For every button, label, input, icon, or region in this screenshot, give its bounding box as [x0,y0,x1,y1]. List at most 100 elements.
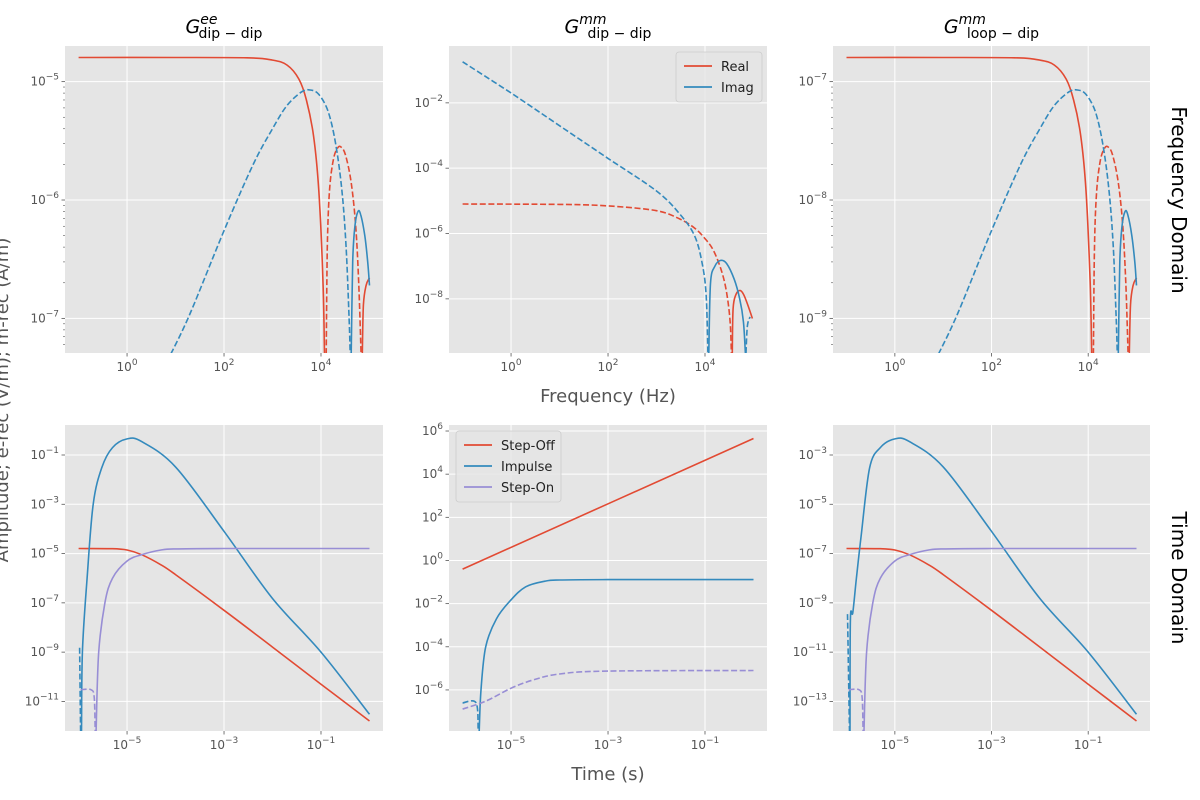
series-line-step-off-solid [846,547,1137,722]
y-tick-label: 10−5 [30,545,59,561]
y-tick-label: 104 [422,465,443,481]
series-line-step-off-solid [462,437,754,570]
y-tick-label: 10−7 [30,309,59,325]
series-line-real-solid [78,56,326,353]
series-line-step-off-solid [78,547,370,722]
legend-box [675,51,763,103]
x-tick-label: 104 [694,358,715,374]
series-line-impulse-dashed [462,700,479,731]
y-tick-label: 106 [422,422,443,438]
x-tick-label: 104 [1078,358,1099,374]
series-line-real-dashed [325,145,362,353]
x-tick-label: 10−3 [977,736,1006,752]
series-group [78,56,371,353]
y-tick-label: 10−7 [798,545,827,561]
series-line-imag-dashed [745,316,751,353]
x-tick-label: 10−3 [594,736,623,752]
subplot-bottom-right: 10−5 10−3 10−1 10−3 10−5 10−7 10−9 10−11 10−13 [793,425,1150,752]
legend: Step-Off Impulse Step-On [455,430,562,503]
series-line-impulse-solid [849,437,1138,731]
x-tick-label: 10−3 [210,736,239,752]
y-tick-label: 10−5 [798,495,827,511]
series-group [462,61,754,353]
y-tick-label: 10−8 [798,191,827,207]
x-tick-label: 10−1 [307,736,336,752]
x-tick-label: 10−5 [497,736,526,752]
row-label-time-domain: Time Domain [1167,511,1191,645]
x-tick-label: 102 [598,358,619,374]
series-line-step-on-dashed [848,688,864,731]
series-group [846,56,1138,353]
y-tick-label: 10−11 [793,643,827,659]
y-tick-label: 10−6 [30,191,59,207]
y-tick-label: 10−13 [793,692,827,708]
y-tick-label: 102 [422,508,443,524]
x-tick-label: 100 [501,358,522,374]
y-tick-label: 10−9 [798,594,827,610]
y-tick-label: 10−2 [414,595,443,611]
series-line-step-on-dashed [80,688,96,731]
x-tick-label: 100 [884,358,905,374]
x-tick-label: 10−1 [1074,736,1103,752]
legend-label-step-on: Step-On [501,481,554,496]
y-tick-label: 10−4 [414,159,443,175]
y-tick-label: 10−4 [414,638,443,654]
x-tick-label: 10−5 [113,736,142,752]
series-line-real-solid [361,277,371,353]
series-line-real-dashed [1092,145,1129,353]
y-tick-label: 10−3 [798,446,827,462]
y-tick-label: 10−3 [30,495,59,511]
y-tick-label: 10−6 [414,225,443,241]
x-tick-label: 102 [981,358,1002,374]
series-group [846,437,1138,731]
x-tick-label: 104 [310,358,331,374]
y-tick-label: 100 [422,551,443,567]
series-line-impulse-dashed [78,647,82,731]
y-tick-label: 10−2 [414,94,443,110]
series-line-impulse-solid [478,578,754,731]
series-line-step-on-dashed [462,669,754,710]
subplot-top-middle: 100 102 104 10−2 10−4 10−6 10−8 Gmm dip − dip Fre… [414,12,767,407]
series-line-real-dashed [462,203,733,353]
y-tick-label: 10−11 [25,692,59,708]
y-tick-label: 10−5 [30,73,59,89]
series-line-imag-dashed [938,88,1119,353]
subplot-title: Gee dip − dip [185,12,262,42]
legend-label-impulse: Impulse [501,460,552,475]
series-line-imag-solid [708,259,747,353]
series-line-step-on-solid [95,547,370,731]
series-line-imag-dashed [462,61,709,353]
subplot-title: Gmm dip − dip [564,12,651,42]
x-axis-label: Frequency (Hz) [540,386,676,407]
y-tick-label: 10−6 [414,681,443,697]
subplot-bottom-middle: 10−5 10−3 10−1 106 104 102 100 10−2 10−4 10−6 Time… [414,422,767,785]
row-label-frequency-domain: Frequency Domain [1167,106,1191,293]
y-tick-label: 10−9 [798,309,827,325]
subplot-top-right: 100 102 104 10−7 10−8 10−9 Gmm loop − dip [798,12,1150,374]
x-tick-label: 100 [117,358,138,374]
subplot-bottom-left: 10−5 10−3 10−1 10−1 10−3 10−5 10−7 10−9 10−11 [25,425,383,752]
series-line-real-solid [731,289,754,353]
series-line-real-solid [846,56,1093,353]
x-axis-label: Time (s) [570,764,644,785]
series-line-imag-dashed [170,88,351,353]
y-tick-label: 10−1 [30,446,59,462]
x-tick-label: 10−1 [691,736,720,752]
series-line-impulse-solid [80,437,371,731]
y-tick-label: 10−7 [798,73,827,89]
y-tick-label: 10−7 [30,594,59,610]
series-group [78,437,371,731]
shared-y-axis-label: Amplitude; e-rec (V/m); m-rec (A/m) [0,238,13,563]
series-line-step-on-solid [863,547,1137,731]
legend-box [455,430,562,503]
legend-label-real: Real [721,60,749,75]
legend: Real Imag [675,51,763,103]
x-tick-label: 102 [214,358,235,374]
legend-label-imag: Imag [721,81,754,96]
legend-label-step-off: Step-Off [501,439,556,454]
x-tick-label: 10−5 [881,736,910,752]
series-group [462,437,754,731]
subplot-title: Gmm loop − dip [944,12,1039,42]
series-line-imag-solid [350,209,371,353]
